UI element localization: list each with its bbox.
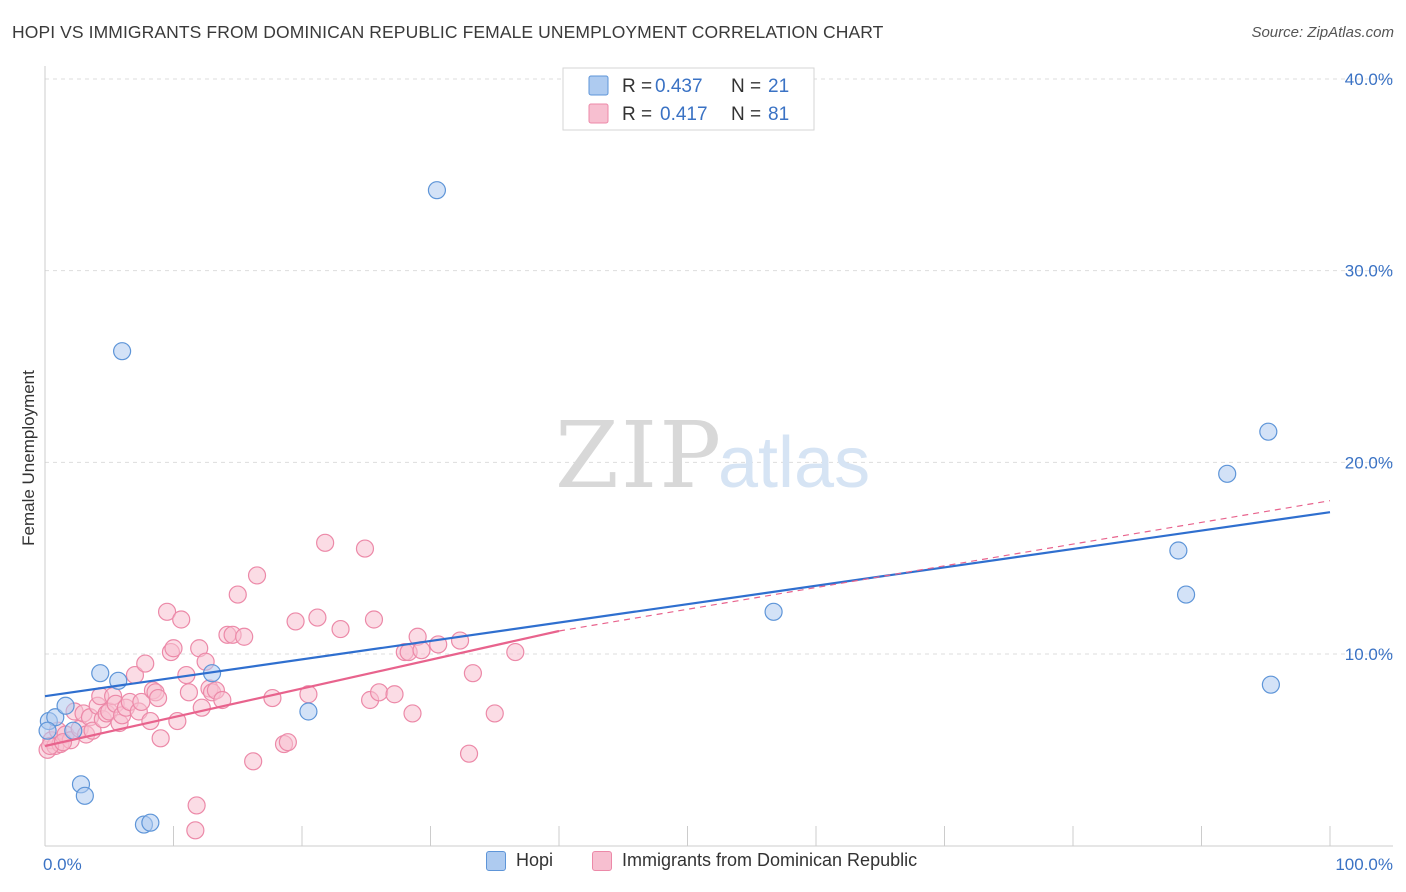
hopi-point-15 [1169,541,1188,560]
hopi-point-3 [64,721,83,740]
hopi-point-6 [91,664,110,683]
legend-dom-r-value: 0.417 [660,104,708,125]
hopi-point-13 [427,181,447,200]
dominican-point-62 [355,539,375,558]
dominican-point-61 [331,619,350,639]
dominican-point-76 [485,704,504,723]
dominican-point-35 [164,639,183,658]
dominican-point-51 [235,627,254,646]
bottom-legend-dom-label: Immigrants from Dominican Republic [622,850,918,870]
dominican-point-54 [263,688,282,708]
chart-title: HOPI VS IMMIGRANTS FROM DOMINICAN REPUBL… [12,22,884,42]
hopi-point-17 [1218,464,1237,483]
x-axis-tick-labels: 0.0% 100.0% [43,855,1393,874]
dominican-point-52 [244,752,263,771]
dominican-point-31 [148,688,168,708]
dominican-point-27 [136,654,155,673]
bottom-legend-hopi-label: Hopi [516,850,554,870]
dominican-point-32 [151,729,170,748]
y-tick-label-30: 30.0% [1345,262,1393,281]
hopi-point-12 [299,702,318,721]
grid-lines [45,78,1393,655]
dominican-point-77 [506,642,525,662]
dominican-point-78 [186,821,205,840]
x-tick-label-start: 0.0% [43,855,82,874]
bottom-legend-hopi: Hopi [486,850,553,871]
hopi-point-2 [56,696,75,715]
dominican-point-69 [403,704,422,723]
y-tick-label-20: 20.0% [1345,453,1393,472]
legend-hopi-n-value: 21 [768,76,789,97]
legend-hopi-n-label: N = [731,76,761,97]
dominican-trend-extension [558,500,1331,632]
dominican-point-39 [179,683,199,702]
source-credit: Source: ZipAtlas.com [1251,24,1394,41]
legend-swatch-dominican [588,103,609,124]
legend-swatch-hopi [588,75,609,96]
legend-dom-n-label: N = [731,104,761,125]
hopi-point-8 [112,342,132,361]
dominican-point-57 [286,612,305,631]
dominican-point-60 [316,533,335,552]
legend-hopi-r-label: R = [622,76,652,97]
correlation-legend: R = 0.437 N = 21 R = 0.417 N = 81 [562,67,815,131]
y-axis-title: Female Unemployment [19,370,38,546]
hopi-point-19 [1261,675,1280,694]
zipatlas-watermark: ZIP atlas [555,402,870,509]
legend-dom-r-label: R = [622,104,652,125]
hopi-trend-line [44,511,1331,698]
dominican-point-64 [364,610,384,629]
dominican-point-50 [228,585,247,604]
dominican-point-65 [370,683,389,702]
y-tick-label-40: 40.0% [1345,70,1393,89]
hopi-point-10 [141,813,160,832]
dominican-point-74 [459,744,479,763]
dominican-point-53 [247,566,267,585]
legend-hopi-r-value: 0.437 [655,76,703,97]
watermark-atlas: atlas [718,423,870,503]
hopi-point-5 [75,786,94,805]
dominican-point-73 [450,631,470,650]
dominican-point-66 [385,685,404,704]
bottom-legend-swatch-hopi [486,850,506,871]
dominican-point-37 [172,610,191,629]
x-axis-ticks [44,826,1331,846]
series-hopi-points [38,181,1280,834]
dominican-trend-line [44,629,560,748]
hopi-point-14 [764,602,783,621]
bottom-legend: Hopi Immigrants from Dominican Republic [0,850,1406,880]
y-axis-tick-labels: 10.0% 20.0% 30.0% 40.0% [1345,70,1393,664]
legend-dom-n-value: 81 [768,104,789,125]
hopi-point-16 [1176,585,1196,604]
hopi-point-1 [46,708,65,727]
hopi-point-20 [38,721,57,740]
dominican-point-33 [157,602,177,621]
hopi-point-18 [1259,422,1278,441]
dominican-point-56 [278,733,297,752]
dominican-point-59 [308,608,327,627]
bottom-legend-swatch-dominican [592,850,612,871]
trend-lines [44,500,1331,748]
x-tick-label-end: 100.0% [1335,855,1393,874]
y-tick-label-10: 10.0% [1345,645,1393,664]
dominican-point-40 [187,796,206,815]
bottom-legend-dominican: Immigrants from Dominican Republic [592,850,917,871]
watermark-zip: ZIP [555,402,723,509]
dominican-point-42 [192,698,211,717]
dominican-point-75 [463,664,483,683]
